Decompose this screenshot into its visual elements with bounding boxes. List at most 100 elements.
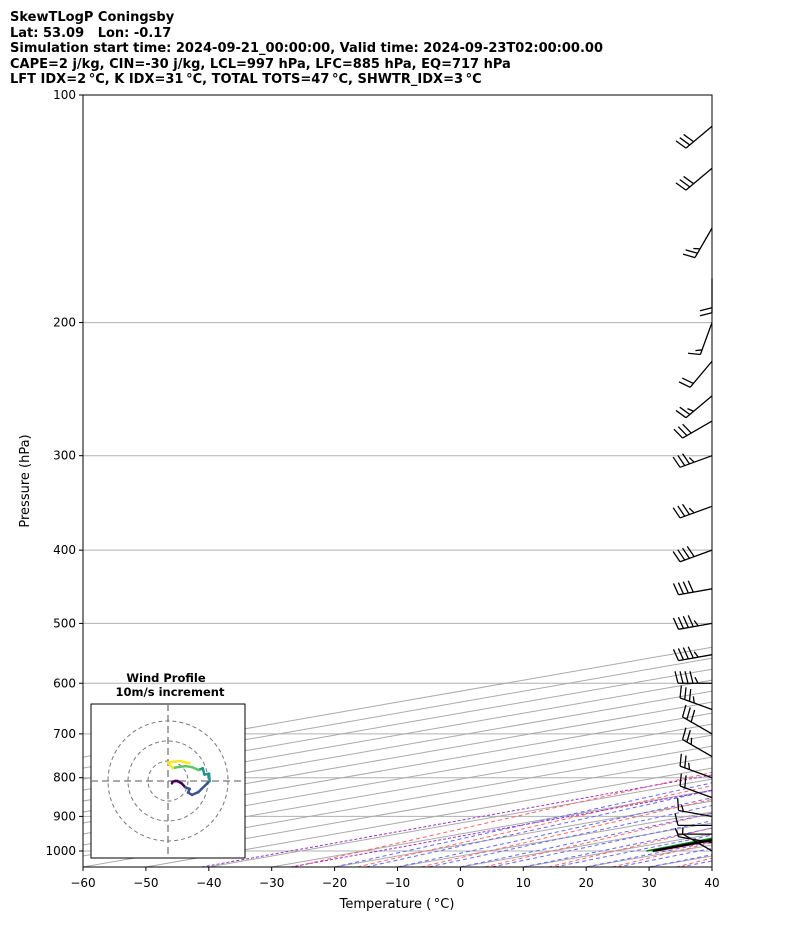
wind-barb xyxy=(679,685,713,711)
wind-barb xyxy=(675,395,713,419)
wind-barb xyxy=(679,773,713,799)
dry-adiabat xyxy=(484,812,712,867)
sounding-lines xyxy=(646,837,712,853)
moist-adiabat xyxy=(523,827,712,867)
moist-adiabat xyxy=(617,847,712,867)
wind-profile-title: Wind Profile xyxy=(126,671,206,685)
x-tick-label: −10 xyxy=(385,876,410,890)
dry-adiabat xyxy=(548,827,712,867)
wind-barbs xyxy=(672,125,713,852)
wind-barb xyxy=(678,360,713,388)
temperature-line xyxy=(655,839,712,852)
isotherm xyxy=(83,734,712,846)
x-tick-label: −30 xyxy=(259,876,284,890)
x-tick-label: −60 xyxy=(70,876,95,890)
isotherm xyxy=(334,800,712,867)
isotherm xyxy=(271,789,712,867)
isotherm xyxy=(523,833,712,867)
indices-line: LFT IDX=2 °C, K IDX=31 °C, TOTAL TOTS=47… xyxy=(10,72,482,87)
background-lines xyxy=(83,95,794,867)
wind-barb xyxy=(672,546,713,563)
y-tick-label: 1000 xyxy=(45,844,76,858)
parcel-line xyxy=(652,838,712,853)
y-tick-label: 500 xyxy=(53,616,76,630)
wind-barb xyxy=(674,827,712,835)
isotherm xyxy=(83,679,712,791)
wind-barb xyxy=(674,671,712,684)
y-tick-label: 600 xyxy=(53,676,76,690)
wind-barb xyxy=(674,813,712,827)
hodograph-segment xyxy=(166,759,181,764)
cape-line: CAPE=2 j/kg, CIN=-30 j/kg, LCL=997 hPa, … xyxy=(10,56,511,72)
dry-adiabat xyxy=(740,95,794,867)
x-tick-label: −40 xyxy=(196,876,221,890)
y-tick-label: 700 xyxy=(53,727,76,741)
hodograph-segment xyxy=(197,779,211,794)
mixing-ratio-line xyxy=(290,790,712,867)
x-tick-label: −50 xyxy=(133,876,158,890)
moist-adiabat xyxy=(365,789,712,867)
x-tick-label: −20 xyxy=(322,876,347,890)
isotherm xyxy=(460,822,712,867)
y-axis-label: Pressure (hPa) xyxy=(18,434,33,527)
hodograph-segment xyxy=(178,759,191,765)
isotherm xyxy=(83,712,712,824)
moist-adiabat xyxy=(711,866,712,867)
y-tick-label: 200 xyxy=(53,316,76,330)
isotherm xyxy=(649,855,712,867)
x-tick-label: 20 xyxy=(579,876,594,890)
isotherm xyxy=(83,668,712,780)
moist-adiabat xyxy=(397,797,712,867)
wind-barb xyxy=(672,453,713,468)
wind-profile-subtitle: 10m/s increment xyxy=(116,685,225,699)
title-line: SkewTLogP Coningsby xyxy=(10,10,175,25)
wind-barb xyxy=(682,227,713,259)
dewpoint-line xyxy=(646,837,712,852)
wind-barb xyxy=(672,615,713,630)
wind-barb xyxy=(675,167,713,191)
y-tick-label: 800 xyxy=(53,771,76,785)
isotherm xyxy=(208,778,712,867)
moist-adiabat xyxy=(491,820,712,867)
x-tick-label: 40 xyxy=(704,876,719,890)
location-line: Lat: 53.09 Lon: -0.17 xyxy=(10,25,172,41)
wind-barb xyxy=(672,646,713,662)
x-axis-label: Temperature ( °C) xyxy=(339,897,455,912)
y-tick-label: 900 xyxy=(53,809,76,823)
cape-area xyxy=(652,839,712,851)
axes: 1000 900 800 700 600 500 400 300 200 100 −60 −50 −40… xyxy=(45,88,719,890)
wind-profile-inset: Wind Profile 10m/s increment xyxy=(90,671,246,859)
wind-barb xyxy=(676,798,713,818)
isotherm xyxy=(83,657,712,769)
wind-barb xyxy=(681,827,713,852)
wind-barb xyxy=(672,580,713,596)
y-tick-label: 300 xyxy=(53,449,76,463)
moist-adiabat xyxy=(428,805,712,867)
x-tick-label: 10 xyxy=(516,876,531,890)
moist-adiabat xyxy=(649,854,712,867)
isotherm xyxy=(397,811,712,867)
x-tick-label: 30 xyxy=(641,876,656,890)
moist-adiabat xyxy=(460,812,712,867)
wind-barb xyxy=(681,727,713,758)
y-tick-label: 400 xyxy=(53,543,76,557)
wind-barb xyxy=(699,278,713,317)
isotherm xyxy=(83,701,712,813)
dry-adiabat xyxy=(356,785,712,867)
wind-barb xyxy=(679,753,713,779)
wind-barb xyxy=(688,322,713,356)
moist-adiabat xyxy=(334,782,712,867)
wind-barb xyxy=(675,125,713,149)
isotherm xyxy=(711,866,712,867)
dry-adiabat xyxy=(420,798,712,867)
y-tick-label: 100 xyxy=(53,88,76,102)
isotherm xyxy=(83,723,712,835)
moist-adiabat xyxy=(554,834,712,867)
wind-barb xyxy=(672,503,713,519)
dry-adiabat xyxy=(675,857,712,867)
wind-barb xyxy=(681,704,713,735)
mixing-ratio-line xyxy=(201,774,712,867)
chart-header: SkewTLogP Coningsby Lat: 53.09 Lon: -0.1… xyxy=(10,10,603,88)
moist-adiabat xyxy=(680,860,712,867)
